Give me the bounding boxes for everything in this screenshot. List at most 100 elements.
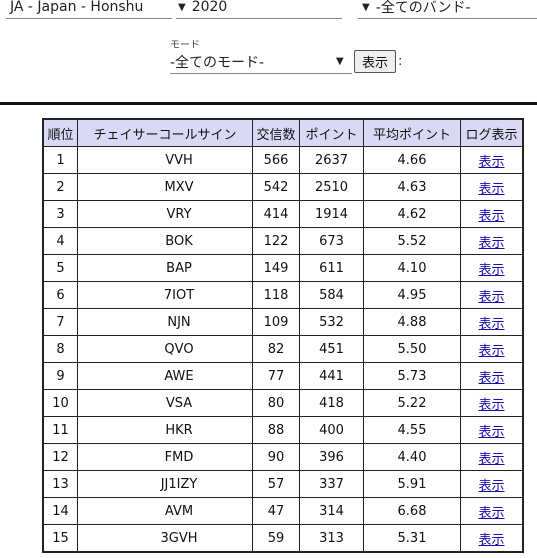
points-cell: 441 <box>299 362 364 390</box>
log-view-cell: 表示 <box>460 335 524 363</box>
log-view-link[interactable]: 表示 <box>478 181 505 197</box>
log-view-cell: 表示 <box>460 470 524 498</box>
log-view-cell: 表示 <box>460 200 524 228</box>
callsign-text: NJN <box>167 314 191 330</box>
callsign-cell: 3GVH <box>77 524 253 553</box>
log-view-link[interactable]: 表示 <box>478 532 505 548</box>
points-cell: 2510 <box>299 173 364 201</box>
band-select[interactable]: ▼ -全てのバンド- <box>362 0 471 17</box>
callsign-cell: AWE <box>77 362 253 390</box>
log-view-cell: 表示 <box>460 254 524 282</box>
year-select[interactable]: ▼ 2020 <box>178 0 227 17</box>
callsign-cell: JJ1IZY <box>77 470 253 498</box>
callsign-cell: MXV <box>77 173 253 201</box>
table-row: 6 7IOT 118 584 4.95 表示 <box>42 281 524 309</box>
callsign-text: AVM <box>164 503 194 519</box>
callsign-text: 7IOT <box>163 287 195 303</box>
points-cell: 532 <box>299 308 364 336</box>
region-select-underline <box>6 18 172 19</box>
callsign-cell: AVM <box>77 497 253 525</box>
year-select-underline <box>176 18 342 19</box>
average-points-cell: 5.22 <box>363 389 461 417</box>
callsign-text: FMD <box>164 449 194 465</box>
section-divider <box>0 102 537 105</box>
ranking-table: 順位 チェイサーコールサイン 交信数 ポイント 平均ポイント ログ表示 1 VVH… <box>42 118 524 553</box>
log-view-link[interactable]: 表示 <box>478 208 505 224</box>
log-view-cell: 表示 <box>460 497 524 525</box>
rank-cell: 4 <box>42 227 78 255</box>
qso-count-cell: 414 <box>252 200 300 228</box>
points-cell: 313 <box>299 524 364 553</box>
callsign-cell: HKR <box>77 416 253 444</box>
callsign-cell: QVO <box>77 335 253 363</box>
callsign-text: BOK <box>165 233 193 249</box>
callsign-text: HKR <box>165 422 193 438</box>
log-view-link[interactable]: 表示 <box>478 478 505 494</box>
average-points-cell: 5.52 <box>363 227 461 255</box>
ranking-table-wrap: 順位 チェイサーコールサイン 交信数 ポイント 平均ポイント ログ表示 1 VVH… <box>42 118 524 553</box>
points-cell: 611 <box>299 254 364 282</box>
table-row: 14 AVM 47 314 6.68 表示 <box>42 497 524 525</box>
table-row: 15 3GVH 59 313 5.31 表示 <box>42 524 524 553</box>
qso-count-cell: 82 <box>252 335 300 363</box>
callsign-text: QVO <box>164 341 194 357</box>
callsign-cell: BAP <box>77 254 253 282</box>
qso-count-cell: 118 <box>252 281 300 309</box>
rank-cell: 1 <box>42 146 78 174</box>
mode-select-underline <box>170 73 352 74</box>
callsign-text: 3GVH <box>160 530 198 546</box>
show-button[interactable]: 表示 <box>354 50 396 73</box>
average-points-cell: 5.50 <box>363 335 461 363</box>
table-row: 7 NJN 109 532 4.88 表示 <box>42 308 524 336</box>
callsign-text: AWE <box>164 368 194 384</box>
mode-select[interactable]: -全てのモード- <box>170 52 264 72</box>
qso-count-cell: 59 <box>252 524 300 553</box>
rank-cell: 6 <box>42 281 78 309</box>
log-view-link[interactable]: 表示 <box>478 262 505 278</box>
log-view-link[interactable]: 表示 <box>478 397 505 413</box>
region-select[interactable]: JA - Japan - Honshu <box>10 0 143 17</box>
callsign-text: MXV <box>164 179 194 195</box>
year-select-value: 2020 <box>191 0 228 15</box>
log-view-link[interactable]: 表示 <box>478 451 505 467</box>
log-view-link[interactable]: 表示 <box>478 316 505 332</box>
log-view-cell: 表示 <box>460 389 524 417</box>
rank-cell: 11 <box>42 416 78 444</box>
points-cell: 396 <box>299 443 364 471</box>
chevron-down-icon: ▼ <box>178 1 186 13</box>
points-cell: 673 <box>299 227 364 255</box>
log-view-link[interactable]: 表示 <box>478 343 505 359</box>
qso-count-cell: 57 <box>252 470 300 498</box>
rank-cell: 5 <box>42 254 78 282</box>
table-row: 3 VRY 414 1914 4.62 表示 <box>42 200 524 228</box>
region-select-value: JA - Japan - Honshu <box>10 0 144 15</box>
header-log-view: ログ表示 <box>460 118 524 147</box>
rank-cell: 12 <box>42 443 78 471</box>
header-points: ポイント <box>299 118 364 147</box>
rank-cell: 15 <box>42 524 78 553</box>
qso-count-cell: 109 <box>252 308 300 336</box>
log-view-link[interactable]: 表示 <box>478 505 505 521</box>
filter-bar: JA - Japan - Honshu ▼ 2020 ▼ -全てのバンド- モー… <box>0 0 537 102</box>
table-row: 10 VSA 80 418 5.22 表示 <box>42 389 524 417</box>
average-points-cell: 4.63 <box>363 173 461 201</box>
log-view-link[interactable]: 表示 <box>478 154 505 170</box>
mode-select-value: -全てのモード- <box>170 55 265 71</box>
log-view-link[interactable]: 表示 <box>478 235 505 251</box>
callsign-cell: VRY <box>77 200 253 228</box>
log-view-link[interactable]: 表示 <box>478 289 505 305</box>
table-row: 13 JJ1IZY 57 337 5.91 表示 <box>42 470 524 498</box>
points-cell: 584 <box>299 281 364 309</box>
qso-count-cell: 122 <box>252 227 300 255</box>
table-row: 11 HKR 88 400 4.55 表示 <box>42 416 524 444</box>
log-view-link[interactable]: 表示 <box>478 424 505 440</box>
band-select-underline <box>358 18 537 19</box>
points-cell: 451 <box>299 335 364 363</box>
log-view-link[interactable]: 表示 <box>478 370 505 386</box>
mode-label: モード <box>170 40 200 51</box>
average-points-cell: 4.62 <box>363 200 461 228</box>
table-header-row: 順位 チェイサーコールサイン 交信数 ポイント 平均ポイント ログ表示 <box>42 118 524 147</box>
rank-cell: 9 <box>42 362 78 390</box>
average-points-cell: 6.68 <box>363 497 461 525</box>
table-row: 5 BAP 149 611 4.10 表示 <box>42 254 524 282</box>
